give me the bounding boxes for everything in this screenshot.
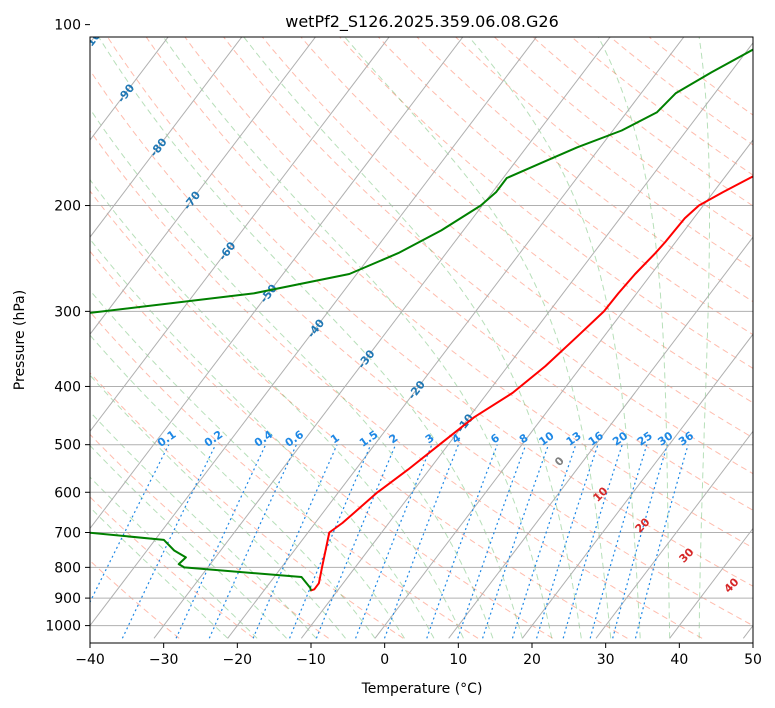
isotherm-line bbox=[448, 236, 753, 639]
x-tick-label: −30 bbox=[149, 652, 179, 668]
y-tick-label: 600 bbox=[54, 485, 81, 501]
moist-adiabat bbox=[90, 476, 258, 639]
x-tick-label: −40 bbox=[75, 652, 105, 668]
moist-adiabat bbox=[243, 37, 582, 639]
y-tick-label: 100 bbox=[54, 18, 81, 34]
dry-adiabat bbox=[300, 37, 753, 404]
isotherm-line bbox=[153, 37, 611, 639]
x-tick-label: 10 bbox=[449, 652, 467, 668]
moist-adiabat bbox=[90, 444, 287, 639]
y-tick-label: 500 bbox=[54, 438, 81, 454]
moist-adiabat bbox=[698, 37, 710, 639]
y-tick-label: 400 bbox=[54, 379, 81, 395]
isotherm-line bbox=[90, 37, 538, 627]
mixing-ratio-line bbox=[482, 444, 550, 639]
temperature-line bbox=[309, 175, 753, 592]
mixing-ratio-lines bbox=[90, 444, 689, 639]
moist-adiabat bbox=[90, 238, 435, 639]
isotherm-line bbox=[90, 37, 390, 433]
mixing-ratio-line bbox=[589, 444, 648, 639]
chart-title: wetPf2_S126.2025.359.06.08.G26 bbox=[285, 12, 559, 32]
isotherm-line bbox=[669, 527, 753, 639]
mixing-ratio-line bbox=[315, 444, 397, 639]
x-tick-label: 0 bbox=[380, 652, 389, 668]
isotherms bbox=[90, 37, 753, 639]
moist-adiabat bbox=[468, 37, 641, 639]
y-tick-label: 1000 bbox=[45, 619, 81, 635]
moist-adiabats bbox=[90, 37, 710, 639]
mixing-ratio-line bbox=[121, 444, 217, 639]
moist-adiabat bbox=[344, 37, 612, 639]
plot-area: 0.1 0.2 0.4 0.6 1 1.5 2 3 4 6 8 10 13 16 20 25 30 36-100-… bbox=[90, 37, 753, 639]
x-tick-label: 50 bbox=[744, 652, 762, 668]
mixing-ratio-line bbox=[289, 444, 372, 639]
dry-adiabat bbox=[338, 37, 753, 369]
x-axis-label: Temperature (°C) bbox=[361, 681, 483, 697]
isotherm-line bbox=[90, 37, 317, 336]
moist-adiabat bbox=[90, 178, 464, 639]
x-tick-label: 20 bbox=[523, 652, 541, 668]
x-tick-label: 30 bbox=[597, 652, 615, 668]
dry-adiabat bbox=[222, 37, 753, 475]
mixing-ratio-line bbox=[252, 444, 338, 639]
isotherm-line bbox=[90, 37, 464, 530]
y-tick-label: 300 bbox=[54, 304, 81, 320]
mixing-ratio-line bbox=[634, 444, 689, 639]
mixing-ratio-line bbox=[175, 444, 267, 639]
dry-adiabat bbox=[90, 372, 404, 639]
y-axis-label: Pressure (hPa) bbox=[12, 290, 28, 390]
isotherm-line bbox=[227, 37, 685, 639]
moist-adiabat bbox=[90, 334, 376, 639]
mixing-ratio-line bbox=[562, 444, 623, 639]
dry-adiabat bbox=[90, 190, 628, 639]
isotherm-line bbox=[595, 430, 753, 639]
y-axis-ticks: 100 200 300 400 500 600 700 800 900 1000 bbox=[45, 18, 90, 635]
isotherm-line bbox=[90, 37, 169, 141]
isotherm-line bbox=[300, 42, 753, 639]
isotherm-line bbox=[374, 139, 753, 639]
mixing-ratio-line bbox=[457, 444, 527, 639]
mixing-ratio-line bbox=[536, 444, 599, 639]
mixing-ratio-line bbox=[208, 444, 297, 639]
moist-adiabat bbox=[90, 506, 229, 639]
x-tick-label: 40 bbox=[670, 652, 688, 668]
isotherm-line bbox=[521, 333, 753, 639]
mixing-ratio-line bbox=[426, 444, 498, 639]
y-tick-label: 900 bbox=[54, 591, 81, 607]
moist-adiabat bbox=[90, 410, 317, 639]
isotherm-line bbox=[90, 37, 243, 238]
dry-adiabat bbox=[90, 130, 703, 639]
pressure-gridlines bbox=[90, 205, 753, 627]
y-tick-label: 700 bbox=[54, 526, 81, 542]
mixing-ratio-line bbox=[355, 444, 433, 639]
plot-frame bbox=[89, 36, 754, 644]
dry-adiabat bbox=[261, 37, 753, 439]
mixing-ratio-line bbox=[612, 444, 668, 639]
sounding-series bbox=[90, 48, 753, 592]
dewpoint-line bbox=[90, 48, 753, 591]
y-tick-label: 200 bbox=[54, 199, 81, 215]
x-axis-ticks: −40 −30 −20 −10 0 10 20 30 40 50 bbox=[75, 643, 762, 668]
moist-adiabat bbox=[162, 37, 553, 639]
x-tick-label: −20 bbox=[223, 652, 253, 668]
x-tick-label: −10 bbox=[296, 652, 326, 668]
moist-adiabat bbox=[90, 108, 494, 639]
moist-adiabat bbox=[98, 37, 523, 639]
moist-adiabat bbox=[597, 37, 671, 639]
y-tick-label: 800 bbox=[54, 560, 81, 576]
mixing-ratio-line bbox=[383, 444, 459, 639]
